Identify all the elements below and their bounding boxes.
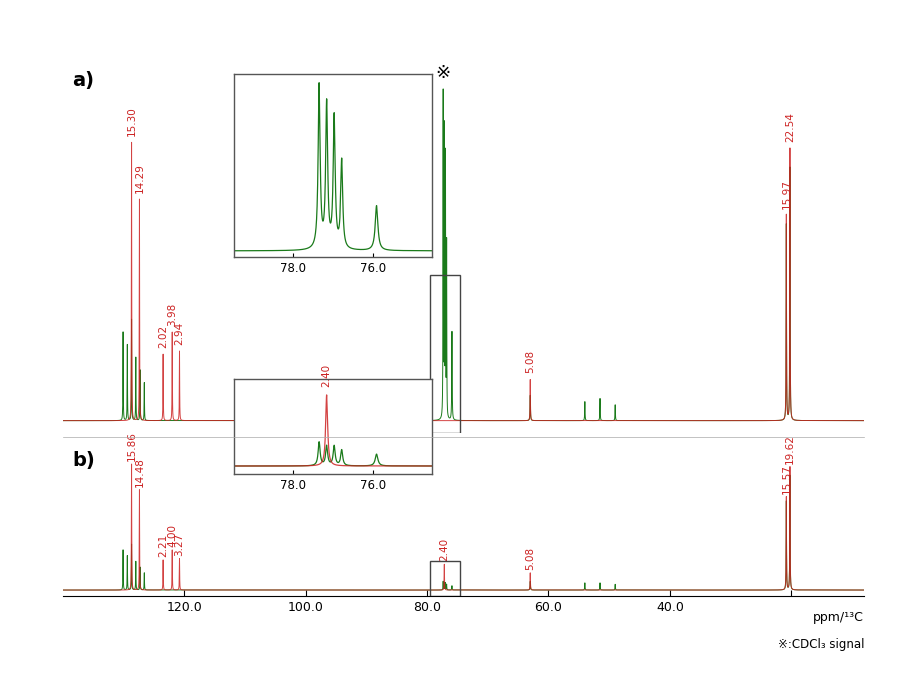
Text: ※:CDCl₃ signal: ※:CDCl₃ signal xyxy=(778,638,864,651)
Text: 15.97: 15.97 xyxy=(781,179,791,209)
Text: 14.48: 14.48 xyxy=(134,457,145,487)
Text: a): a) xyxy=(73,70,94,89)
Text: 2.21: 2.21 xyxy=(158,534,168,557)
Text: 15.57: 15.57 xyxy=(781,464,791,494)
Bar xyxy=(430,561,461,596)
Text: 5.08: 5.08 xyxy=(526,547,536,570)
Text: 22.54: 22.54 xyxy=(785,112,795,142)
Text: 2.02: 2.02 xyxy=(158,325,168,348)
Text: 14.29: 14.29 xyxy=(134,163,145,193)
Text: 4.00: 4.00 xyxy=(167,524,177,547)
Text: b): b) xyxy=(73,452,95,471)
Text: 19.62: 19.62 xyxy=(785,434,795,464)
Text: 2.40: 2.40 xyxy=(439,538,449,561)
Text: ppm/¹³C: ppm/¹³C xyxy=(813,611,864,624)
Text: 5.08: 5.08 xyxy=(526,350,536,373)
Text: 2.40: 2.40 xyxy=(321,364,332,387)
Text: 15.30: 15.30 xyxy=(127,106,137,136)
Text: 15.86: 15.86 xyxy=(127,431,137,461)
Text: 3.98: 3.98 xyxy=(167,303,177,326)
Text: 2.94: 2.94 xyxy=(175,322,184,345)
Text: 3.27: 3.27 xyxy=(175,532,184,556)
Bar xyxy=(430,275,461,433)
Text: ※: ※ xyxy=(436,64,451,82)
